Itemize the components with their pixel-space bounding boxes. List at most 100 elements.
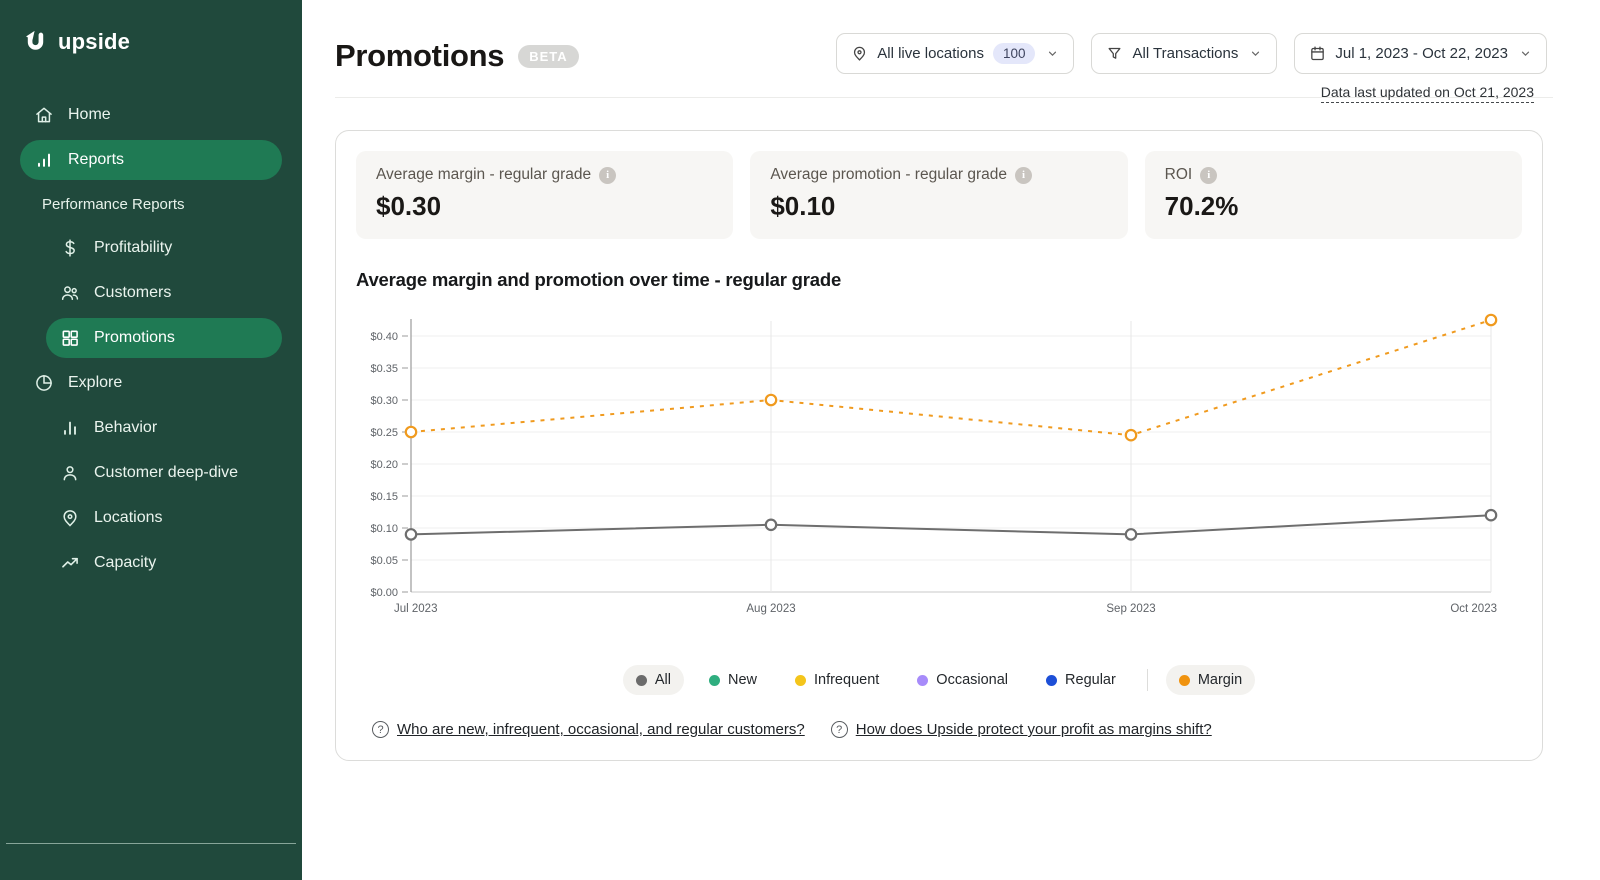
- legend-item-all[interactable]: All: [622, 665, 684, 695]
- dollar-icon: [59, 237, 81, 259]
- metrics-row: Average margin - regular grade i $0.30 A…: [356, 151, 1522, 239]
- sidebar-item-label: Customers: [94, 284, 172, 301]
- filter-bar: All live locations 100 All Transactions: [836, 33, 1547, 74]
- sidebar-item-reports[interactable]: Reports: [20, 140, 282, 180]
- sidebar-item-locations[interactable]: Locations: [46, 498, 282, 538]
- sidebar-item-profitability[interactable]: Profitability: [46, 228, 282, 268]
- svg-text:Aug 2023: Aug 2023: [746, 603, 795, 615]
- footer-link-profit-protection[interactable]: ? How does Upside protect your profit as…: [830, 721, 1212, 738]
- sidebar-item-label: Locations: [94, 509, 163, 526]
- location-pin-icon: [851, 45, 868, 62]
- legend-dot: [1046, 674, 1058, 686]
- sidebar-section-label: Performance Reports: [42, 196, 185, 213]
- page-title: Promotions: [335, 38, 505, 73]
- sidebar-nav: Home Reports Performance Reports Profita…: [0, 95, 302, 583]
- info-icon[interactable]: i: [1200, 166, 1218, 184]
- info-icon[interactable]: i: [599, 166, 617, 184]
- transactions-filter-button[interactable]: All Transactions: [1091, 33, 1278, 74]
- metric-value: $0.30: [376, 191, 442, 221]
- sidebar-item-promotions[interactable]: Promotions: [46, 318, 282, 358]
- metric-label: ROI: [1164, 166, 1193, 183]
- page-header: Promotions BETA All live locations 100 A…: [302, 0, 1600, 74]
- chevron-down-icon: [1046, 47, 1059, 60]
- svg-text:$0.30: $0.30: [370, 395, 398, 407]
- legend-dot: [1178, 674, 1190, 686]
- sidebar-item-label: Customer deep-dive: [94, 464, 239, 481]
- info-icon[interactable]: i: [1014, 166, 1032, 184]
- svg-text:$0.00: $0.00: [370, 587, 398, 599]
- bar-chart-icon: [33, 149, 55, 171]
- column-chart-icon: [59, 417, 81, 439]
- sidebar-item-explore[interactable]: Explore: [20, 363, 282, 403]
- svg-text:$0.20: $0.20: [370, 459, 398, 471]
- legend-divider: [1146, 669, 1148, 691]
- legend-label: New: [727, 672, 757, 688]
- help-circle-icon: ?: [830, 721, 848, 738]
- header-divider: [335, 97, 1553, 98]
- legend-label: Regular: [1065, 672, 1116, 688]
- sidebar-divider: [6, 843, 296, 844]
- sidebar-item-label: Home: [68, 106, 111, 123]
- legend-item-regular[interactable]: Regular: [1033, 665, 1129, 695]
- svg-text:$0.40: $0.40: [370, 331, 398, 343]
- sidebar-item-label: Reports: [68, 151, 125, 168]
- metric-value: 70.2%: [1164, 191, 1239, 221]
- grid-icon: [59, 327, 81, 349]
- legend-dot: [917, 674, 929, 686]
- sidebar-item-label: Promotions: [94, 329, 175, 346]
- sidebar-item-capacity[interactable]: Capacity: [46, 543, 282, 583]
- svg-text:$0.15: $0.15: [370, 491, 398, 503]
- home-icon: [33, 104, 55, 126]
- sidebar-item-behavior[interactable]: Behavior: [46, 408, 282, 448]
- metric-card-average-margin: Average margin - regular grade i $0.30: [356, 151, 734, 239]
- legend-dot: [635, 674, 647, 686]
- legend-label: Occasional: [936, 672, 1009, 688]
- main-content: Promotions BETA All live locations 100 A…: [302, 0, 1600, 880]
- footer-link-customer-types[interactable]: ? Who are new, infrequent, occasional, a…: [372, 721, 805, 738]
- metric-card-average-promotion: Average promotion - regular grade i $0.1…: [750, 151, 1128, 239]
- date-range-filter-button[interactable]: Jul 1, 2023 - Oct 22, 2023: [1294, 33, 1547, 74]
- user-icon: [59, 462, 81, 484]
- legend-label: All: [654, 672, 671, 688]
- help-circle-icon: ?: [372, 721, 389, 738]
- pie-chart-icon: [33, 372, 55, 394]
- sidebar-item-customer-deep-dive[interactable]: Customer deep-dive: [46, 453, 282, 493]
- svg-text:$0.10: $0.10: [370, 523, 398, 535]
- sidebar-item-label: Capacity: [94, 554, 157, 571]
- legend-item-occasional[interactable]: Occasional: [904, 665, 1021, 695]
- svg-text:$0.05: $0.05: [370, 555, 398, 567]
- svg-text:$0.25: $0.25: [370, 427, 398, 439]
- date-range-filter-label: Jul 1, 2023 - Oct 22, 2023: [1335, 45, 1508, 62]
- legend-label: Infrequent: [813, 672, 880, 688]
- logo: upside: [0, 0, 302, 55]
- funnel-icon: [1106, 45, 1123, 62]
- metric-card-roi: ROI i 70.2%: [1144, 151, 1522, 239]
- chart-legend: All New Infrequent Occasional Regular: [356, 665, 1522, 695]
- metric-label: Average promotion - regular grade: [770, 166, 1007, 183]
- legend-item-infrequent[interactable]: Infrequent: [782, 665, 892, 695]
- metric-label: Average margin - regular grade: [376, 166, 592, 183]
- locations-filter-button[interactable]: All live locations 100: [836, 33, 1075, 74]
- sidebar-item-label: Behavior: [94, 419, 158, 436]
- sidebar-section-performance-reports: Performance Reports: [0, 184, 302, 223]
- map-pin-icon: [59, 507, 81, 529]
- locations-filter-label: All live locations: [877, 45, 984, 62]
- line-chart-svg: $0.00 $0.05 $0.10 $0.15 $0.20 $0.25 $0.30 $0.35…: [370, 313, 1498, 615]
- trend-up-icon: [59, 552, 81, 574]
- footer-link-label: How does Upside protect your profit as m…: [855, 721, 1212, 738]
- metric-value: $0.10: [770, 191, 836, 221]
- logo-text: upside: [58, 28, 131, 54]
- sidebar-item-home[interactable]: Home: [20, 95, 282, 135]
- data-last-updated-text[interactable]: Data last updated on Oct 21, 2023: [1320, 84, 1534, 103]
- sidebar-item-customers[interactable]: Customers: [46, 273, 282, 313]
- users-icon: [59, 282, 81, 304]
- legend-dot: [708, 674, 720, 686]
- legend-item-new[interactable]: New: [696, 665, 770, 695]
- legend-label: Margin: [1197, 672, 1243, 688]
- beta-badge: BETA: [518, 44, 579, 68]
- locations-count-badge: 100: [992, 43, 1036, 64]
- transactions-filter-label: All Transactions: [1132, 45, 1239, 62]
- svg-text:Oct 2023: Oct 2023: [1450, 603, 1497, 615]
- line-chart: $0.00 $0.05 $0.10 $0.15 $0.20 $0.25 $0.30 $0.35…: [356, 309, 1522, 629]
- legend-item-margin[interactable]: Margin: [1165, 665, 1256, 695]
